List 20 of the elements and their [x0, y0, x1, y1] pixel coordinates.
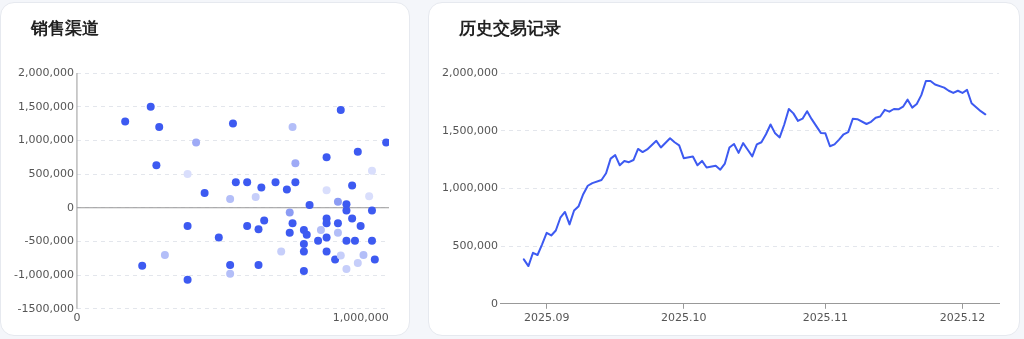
y-tick-label: 500,000	[452, 238, 498, 252]
x-tick-label: 2025.10	[660, 311, 707, 325]
y-tick-label: -500,000	[24, 234, 74, 248]
y-tick-label: 500,000	[28, 166, 74, 180]
y-tick-label: -1,000,000	[14, 267, 74, 281]
y-tick-label: 2,000,000	[17, 65, 74, 79]
y-tick-label: 0	[66, 200, 74, 214]
y-tick-label: 1,500,000	[17, 99, 74, 113]
y-tick-label: 1,000,000	[442, 181, 498, 195]
y-tick-label: -1500,000	[17, 301, 74, 315]
y-tick-label: 1,500,000	[442, 123, 498, 137]
chart-title: 销售渠道	[31, 17, 99, 40]
x-tick-label: 2025.09	[523, 311, 570, 325]
chart-title: 历史交易记录	[459, 17, 561, 40]
y-tick-label: 1,000,000	[17, 133, 74, 147]
x-tick-label: 2025.11	[802, 311, 849, 325]
y-tick-label: 2,000,000	[442, 65, 498, 79]
y-tick-label: 0	[490, 296, 498, 310]
x-tick-label: 1,000,000	[332, 311, 389, 325]
x-tick-label: 2025.12	[939, 311, 986, 325]
